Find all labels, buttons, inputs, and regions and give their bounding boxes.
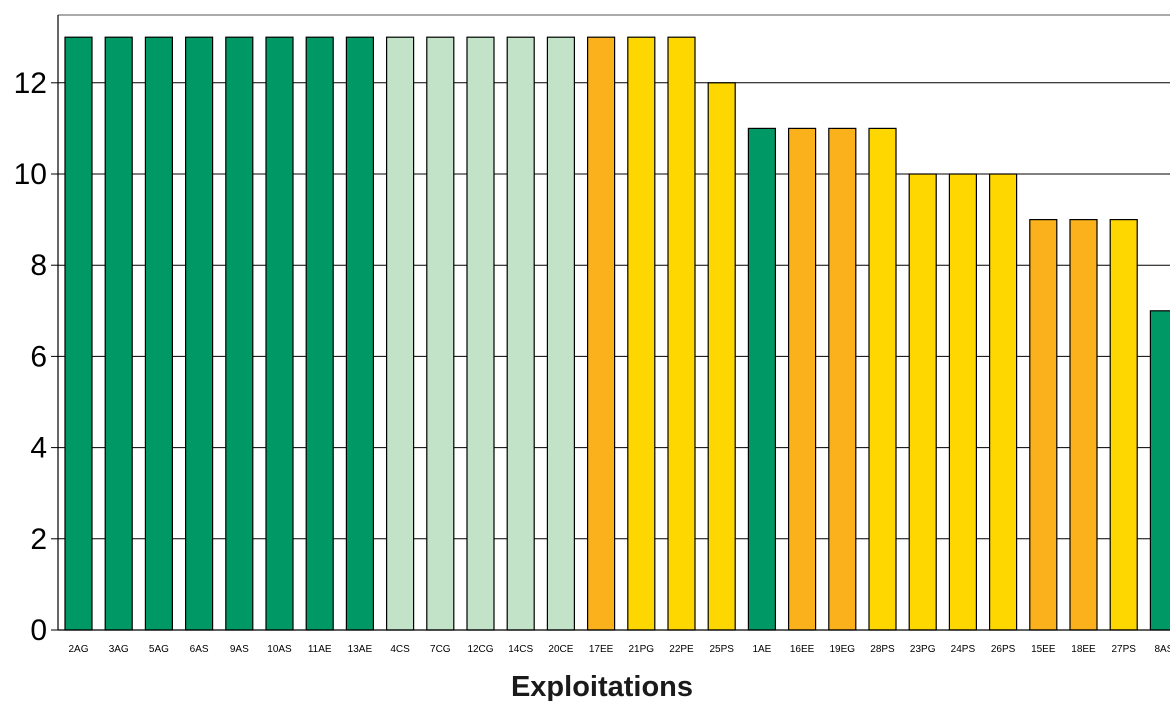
- x-tick-label: 21PG: [629, 644, 655, 655]
- bar: [305, 36, 334, 631]
- x-tick-label: 2AG: [68, 644, 88, 655]
- x-tick-label: 11AE: [308, 644, 332, 655]
- x-tick-label: 1AE: [752, 644, 771, 655]
- bar: [64, 36, 93, 631]
- bar: [787, 127, 817, 631]
- x-tick-label: 7CG: [430, 644, 451, 655]
- x-tick-label: 9AS: [230, 644, 249, 655]
- x-tick-label: 3AG: [109, 644, 129, 655]
- y-tick-label: 2: [30, 523, 47, 556]
- x-tick-label: 26PS: [991, 644, 1016, 655]
- bar: [345, 36, 374, 631]
- x-tick-label: 4CS: [390, 644, 410, 655]
- bar: [144, 36, 173, 631]
- x-tick-label: 24PS: [951, 644, 976, 655]
- x-tick-labels: 2AG 3AG 5AG 6AS 9AS 10AS 11AE 13AE 4CS 7CG 12CG 14C…: [68, 644, 1170, 655]
- bar: [386, 36, 415, 631]
- bar: [1029, 219, 1058, 631]
- x-tick-label: 20CE: [548, 644, 573, 655]
- x-tick-label: 13AE: [348, 644, 373, 655]
- x-tick-label: 10AS: [267, 644, 292, 655]
- y-tick-label: 4: [30, 432, 47, 465]
- x-tick-label: 16EE: [790, 644, 815, 655]
- x-axis-label: Exploitations: [511, 671, 693, 701]
- bar: [1109, 219, 1138, 631]
- y-tick-label: 10: [14, 158, 47, 191]
- x-tick-label: 19EG: [830, 644, 856, 655]
- x-tick-label: 17EE: [589, 644, 614, 655]
- axes: [51, 14, 1170, 631]
- x-tick-label: 18EE: [1071, 644, 1096, 655]
- bar: [265, 36, 294, 631]
- bar: [185, 36, 214, 631]
- x-tick-label: 23PG: [910, 644, 936, 655]
- x-tick-label: 22PE: [669, 644, 694, 655]
- bar: [988, 173, 1018, 631]
- bar: [104, 36, 133, 631]
- bar: [1149, 310, 1170, 631]
- bars: [64, 36, 1170, 631]
- bar: [1069, 219, 1098, 631]
- x-tick-label: 6AS: [190, 644, 209, 655]
- bar: [707, 82, 736, 631]
- bar: [868, 127, 897, 631]
- y-tick-label: 12: [14, 67, 47, 100]
- bar: [466, 36, 495, 631]
- y-tick-label: 8: [30, 249, 47, 282]
- bar: [426, 36, 455, 631]
- bar: [546, 36, 576, 631]
- bar: [506, 36, 535, 631]
- bar: [627, 36, 656, 631]
- bar: [908, 173, 937, 631]
- bar: [948, 173, 978, 631]
- x-tick-label: 14CS: [508, 644, 533, 655]
- bar: [747, 127, 777, 631]
- x-tick-label: 15EE: [1031, 644, 1056, 655]
- y-tick-label: 0: [30, 614, 47, 647]
- x-tick-label: 8AS: [1154, 644, 1170, 655]
- bar: [586, 36, 616, 631]
- y-tick-label: 6: [30, 340, 47, 373]
- x-tick-label: 12CG: [467, 644, 493, 655]
- bar: [828, 127, 857, 631]
- x-tick-label: 25PS: [709, 644, 734, 655]
- x-tick-label: 28PS: [870, 644, 895, 655]
- y-tick-labels: 0 2 4 6 8 10 12: [14, 67, 47, 647]
- x-tick-label: 27PS: [1111, 644, 1136, 655]
- bar: [225, 36, 254, 631]
- bar: [667, 36, 696, 631]
- x-tick-label: 5AG: [149, 644, 169, 655]
